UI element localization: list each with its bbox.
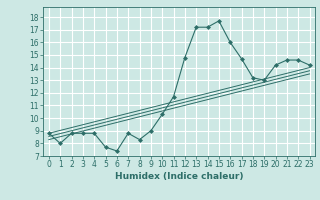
X-axis label: Humidex (Indice chaleur): Humidex (Indice chaleur) [115, 172, 244, 181]
